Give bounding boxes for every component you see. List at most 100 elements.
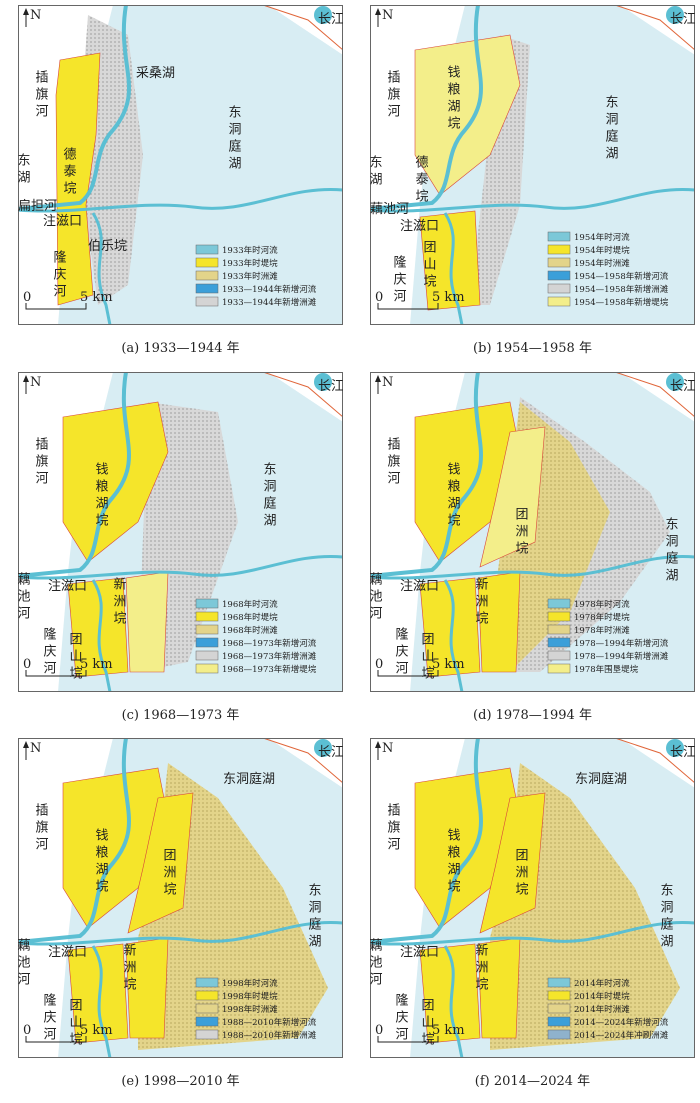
place-label: 团山垸 — [419, 998, 435, 1049]
legend-label: 1933年时洲滩 — [222, 271, 278, 282]
legend-swatch — [547, 270, 571, 281]
river — [18, 372, 131, 578]
place-label: 东洞庭湖 — [306, 883, 322, 951]
dike — [479, 426, 546, 568]
legend-label: 1988—2010年新增河流 — [222, 1017, 317, 1028]
place-label: 团洲垸 — [513, 507, 529, 558]
river — [370, 5, 483, 211]
caption: (d) 1978—1994 年 — [473, 708, 592, 723]
scale-label: 5 km — [432, 290, 465, 305]
scale-label: 0 — [23, 657, 31, 672]
north-arrow — [23, 741, 29, 748]
place-label: 隆庆河 — [393, 627, 409, 678]
caption: (e) 1998—2010 年 — [121, 1074, 240, 1089]
legend-swatch — [195, 990, 219, 1001]
map-panel: N 长江 插旗河 钱粮湖垸 团洲垸 藕池河 注滋口 新洲垸 团山垸 隆庆河 东洞庭湖 东洞庭湖 0 5 k… — [18, 738, 343, 1103]
legend-label: 1968—1973年新增洲滩 — [222, 651, 317, 662]
place-label: 插旗河 — [33, 437, 49, 488]
river — [91, 579, 112, 692]
legend-label: 1998年时洲滩 — [222, 1004, 278, 1015]
scale-label: 5 km — [80, 657, 113, 672]
river — [18, 920, 343, 946]
place-label: 隆庆河 — [41, 627, 57, 678]
caption: (c) 1968—1973 年 — [121, 708, 240, 723]
legend: 1998年时河流 1998年时堤垸 1998年时洲滩 1988—2010年新增河流 19… — [195, 977, 317, 1041]
place-label: 插旗河 — [385, 70, 401, 121]
place-label: 采桑湖 — [136, 66, 175, 81]
bank — [614, 738, 695, 784]
place-label: 钱粮湖垸 — [445, 462, 461, 530]
scale-bar — [377, 1036, 439, 1043]
dike — [414, 767, 521, 929]
legend-label: 2014—2024年冲刷洲滩 — [574, 1030, 669, 1041]
place-label: 钱粮湖垸 — [93, 462, 109, 530]
place-label: 东洞庭湖 — [575, 771, 627, 787]
place-label: 藕池河 — [18, 572, 30, 623]
legend-swatch — [195, 244, 219, 255]
dike — [419, 577, 481, 678]
legend-swatch — [195, 977, 219, 988]
place-label: 藕池河 — [370, 202, 409, 217]
place-label: 东洞庭湖 — [223, 771, 275, 787]
legend-label: 1968—1973年新增堤垸 — [222, 664, 317, 675]
scale-label: 0 — [375, 290, 383, 305]
scale-label: 0 — [375, 657, 383, 672]
legend-label: 1954年时洲滩 — [574, 258, 630, 269]
north-arrow — [375, 8, 381, 15]
bank — [614, 372, 695, 418]
legend-swatch — [195, 1003, 219, 1014]
frame — [18, 738, 343, 1058]
legend-swatch — [547, 296, 571, 307]
place-label: 德泰垸 — [61, 147, 77, 198]
scale-label: 5 km — [432, 657, 465, 672]
legend-swatch — [547, 1003, 571, 1014]
legend-label: 2014年时河流 — [574, 978, 630, 989]
north-label: N — [30, 8, 41, 23]
place-label: 扁担河 — [18, 199, 57, 214]
legend-label: 1978—1994年新增河流 — [574, 638, 669, 649]
legend-swatch — [547, 1029, 571, 1040]
river — [370, 372, 483, 578]
place-label: 东洞庭湖 — [226, 105, 242, 173]
map-panel: N 长江 插旗河 钱粮湖垸 团洲垸 藕池河 注滋口 新洲垸 团山垸 隆庆河 东洞庭湖 0 5 km 197… — [370, 372, 695, 737]
dike — [477, 937, 521, 1039]
legend-swatch — [195, 283, 219, 294]
place-label: 插旗河 — [385, 437, 401, 488]
legend-label: 1968—1973年新增河流 — [222, 638, 317, 649]
yangtze-mark — [314, 739, 332, 757]
place-label: 藕池河 — [370, 572, 382, 623]
frame — [18, 5, 343, 325]
place-label: 注滋口 — [43, 214, 82, 229]
legend-label: 1978年时河流 — [574, 599, 630, 610]
legend-label: 1998年时河流 — [222, 978, 278, 989]
legend-swatch — [195, 1016, 219, 1027]
legend-swatch — [547, 637, 571, 648]
place-label: 插旗河 — [385, 803, 401, 854]
dike — [67, 577, 129, 678]
caption: (b) 1954—1958 年 — [473, 341, 592, 356]
river — [370, 187, 695, 213]
place-label: 隆庆河 — [391, 255, 407, 306]
scale-label: 5 km — [432, 1023, 465, 1038]
legend-label: 1933—1944年新增河流 — [222, 284, 317, 295]
place-label: 新洲垸 — [473, 576, 489, 628]
north-label: N — [382, 375, 393, 390]
river — [443, 579, 464, 692]
legend-swatch — [195, 663, 219, 674]
river — [18, 5, 131, 211]
dike — [127, 792, 194, 934]
legend-label: 1954—1958年新增洲滩 — [574, 284, 669, 295]
river — [18, 187, 343, 213]
scale-label: 0 — [23, 1023, 31, 1038]
legend: 1933年时河流 1933年时堤垸 1933年时洲滩 1933—1944年新增河流 19… — [195, 244, 317, 308]
legend-swatch — [195, 611, 219, 622]
scale-bar — [25, 1036, 87, 1043]
place-label: 东湖 — [370, 155, 382, 189]
scale-label: 0 — [375, 1023, 383, 1038]
legend-label: 1978年时堤垸 — [574, 612, 630, 623]
river — [370, 738, 483, 944]
frame — [370, 5, 695, 325]
legend: 2014年时河流 2014年时堤垸 2014年时洲滩 2014—2024年新增河流 20… — [547, 977, 669, 1041]
